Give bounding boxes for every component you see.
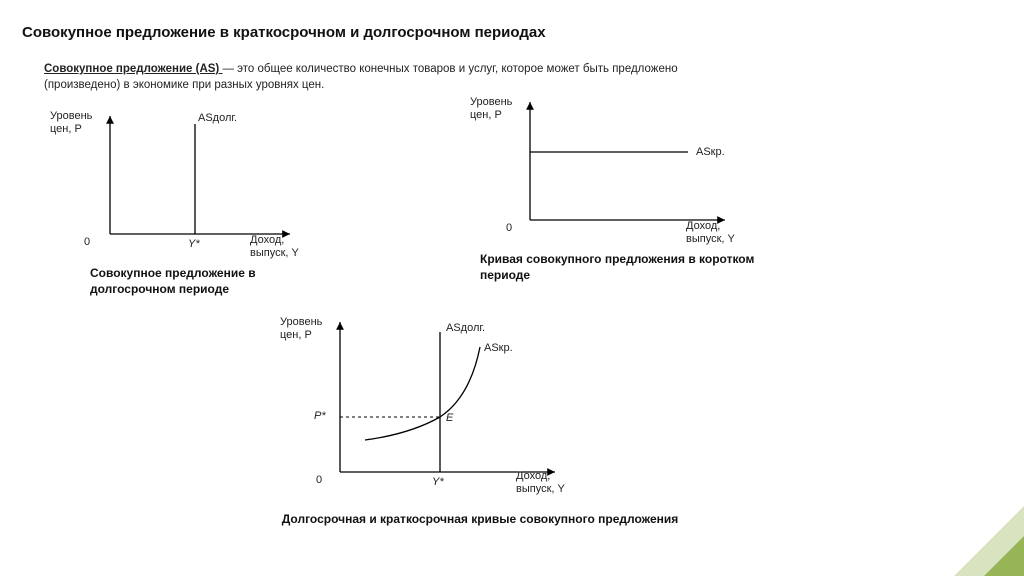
chart2-caption: Кривая совокупного предложения в коротко… bbox=[480, 252, 780, 283]
chart1-x-label: Доход,выпуск, Y bbox=[250, 234, 299, 259]
chart-short-run: Уровеньцен, P ASкр. 0 Доход,выпуск, Y Кр… bbox=[470, 96, 770, 306]
chart3-sr-label: ASкр. bbox=[484, 342, 513, 354]
chart3-ytick: Y* bbox=[432, 476, 444, 489]
chart3-lr-label: ASдолг. bbox=[446, 322, 485, 334]
chart3-y-axis-label: Уровеньцен, P bbox=[280, 316, 322, 341]
chart2-origin: 0 bbox=[506, 222, 512, 235]
chart3-origin: 0 bbox=[316, 474, 322, 487]
chart3-svg bbox=[330, 322, 570, 492]
chart3-caption: Долгосрочная и краткосрочная кривые сово… bbox=[270, 512, 690, 528]
chart1-caption: Совокупное предложение в долгосрочном пе… bbox=[90, 266, 310, 297]
y-axis-label: Уровеньцен, P bbox=[50, 110, 92, 135]
chart1-curve-label: ASдолг. bbox=[198, 112, 237, 124]
chart3-x-label: Доход,выпуск, Y bbox=[516, 470, 565, 495]
chart-long-run: Уровеньцен, P ASдолг. 0 Y* Доход,выпуск,… bbox=[50, 110, 310, 310]
definition-paragraph: Совокупное предложение (AS) — это общее … bbox=[44, 62, 744, 93]
chart1-ytick: Y* bbox=[188, 238, 200, 251]
definition-term: Совокупное предложение (AS) bbox=[44, 63, 222, 75]
decorative-corner-inner bbox=[984, 536, 1024, 576]
chart2-curve-label: ASкр. bbox=[696, 146, 725, 158]
chart2-x-label: Доход,выпуск, Y bbox=[686, 220, 735, 245]
chart3-price-label: P* bbox=[314, 410, 326, 423]
chart3-point-e: E bbox=[446, 412, 453, 424]
chart2-y-axis-label: Уровеньцен, P bbox=[470, 96, 512, 121]
chart1-origin: 0 bbox=[84, 236, 90, 249]
chart-combined: Уровеньцен, P ASдолг. ASкр. E P* 0 Y* До… bbox=[280, 316, 640, 556]
page-title: Совокупное предложение в краткосрочном и… bbox=[22, 24, 546, 41]
